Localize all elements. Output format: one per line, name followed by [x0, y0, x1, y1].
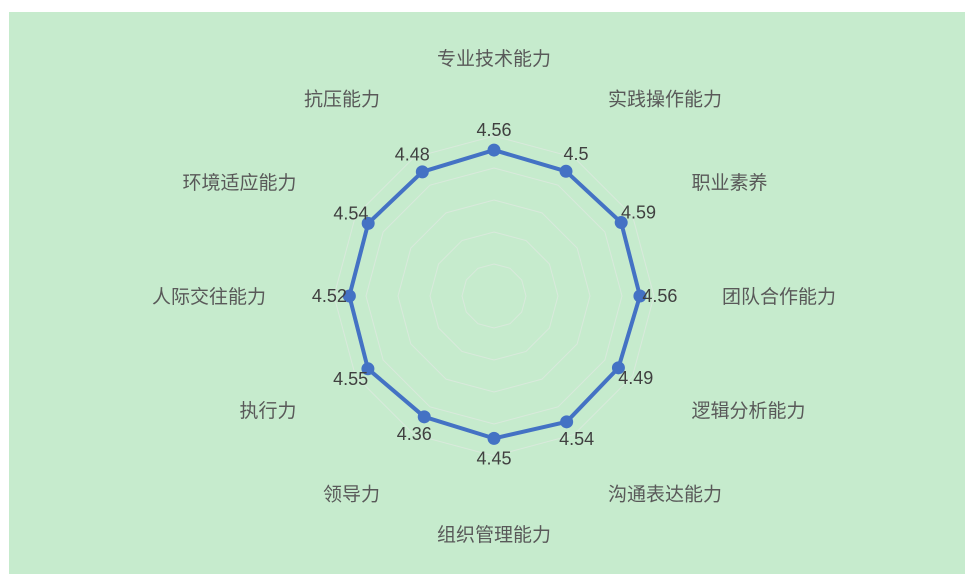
data-point: [611, 361, 625, 375]
data-labels: 4.56 4.5 4.59 4.56 4.49 4.54 4.45 4.36 4.55 4.52 4…: [312, 120, 678, 468]
category-label: 人际交往能力: [152, 286, 266, 308]
series-line: [347, 148, 642, 441]
data-point: [560, 415, 574, 429]
data-label: 4.59: [621, 203, 656, 223]
category-labels: 专业技术能力实践操作能力职业素养团队合作能力逻辑分析能力沟通表达能力组织管理能力…: [152, 48, 836, 546]
data-point: [361, 362, 375, 376]
data-label: 4.55: [333, 369, 368, 389]
grid-ring: [461, 263, 527, 329]
grid-ring: [429, 231, 559, 361]
category-label: 沟通表达能力: [608, 483, 722, 505]
data-label: 4.36: [397, 424, 432, 444]
data-label: 4.54: [333, 203, 368, 223]
chart-panel: [9, 12, 965, 574]
category-label: 专业技术能力: [437, 48, 551, 70]
data-point: [342, 289, 356, 303]
category-label: 团队合作能力: [722, 286, 836, 308]
data-point: [415, 165, 429, 179]
data-point: [361, 216, 375, 230]
data-label: 4.45: [476, 448, 511, 468]
data-point: [614, 216, 628, 230]
data-point: [633, 289, 647, 303]
grid-ring: [397, 199, 591, 393]
grid-ring: [333, 135, 655, 457]
radar-grid: [333, 135, 655, 457]
category-label: 领导力: [323, 483, 380, 505]
data-label: 4.56: [476, 120, 511, 140]
data-point: [487, 431, 501, 445]
category-label: 职业素养: [691, 172, 767, 194]
data-label: 4.5: [563, 144, 588, 164]
category-label: 抗压能力: [304, 89, 380, 111]
category-label: 组织管理能力: [437, 524, 551, 546]
category-label: 实践操作能力: [608, 89, 722, 111]
category-label: 环境适应能力: [183, 172, 297, 194]
data-label: 4.54: [559, 429, 594, 449]
data-point: [487, 143, 501, 157]
data-point: [417, 410, 431, 424]
grid-ring: [365, 167, 623, 425]
data-label: 4.49: [618, 368, 653, 388]
data-label: 4.48: [395, 145, 430, 165]
data-label: 4.52: [312, 286, 347, 306]
data-label: 4.56: [642, 286, 677, 306]
category-label: 逻辑分析能力: [691, 400, 805, 422]
data-point: [559, 164, 573, 178]
category-label: 执行力: [240, 400, 297, 422]
series-layer: [342, 143, 647, 445]
